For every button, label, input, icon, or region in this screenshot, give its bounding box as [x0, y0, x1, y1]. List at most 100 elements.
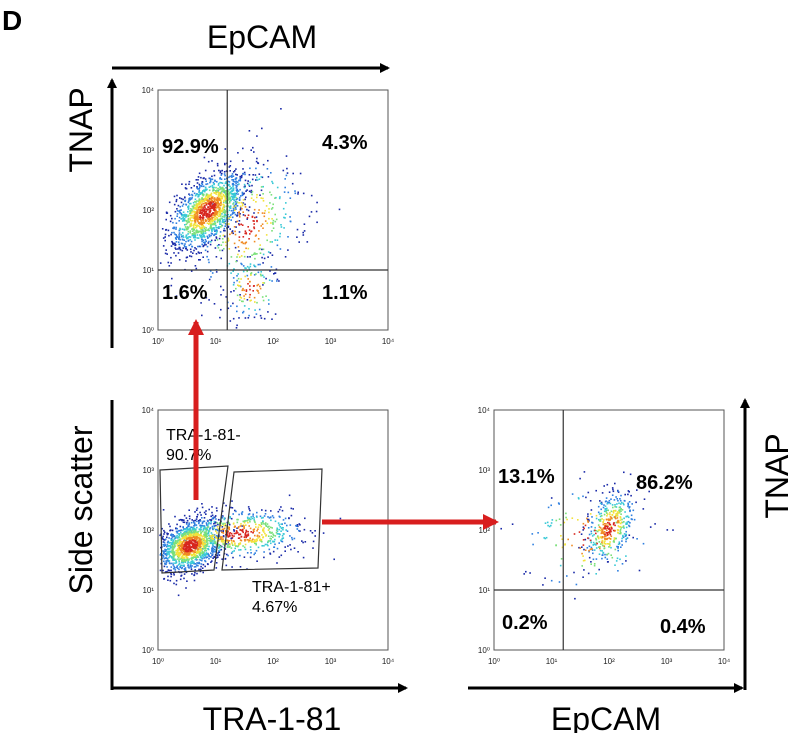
event-dot — [249, 300, 251, 302]
event-dot — [250, 552, 252, 554]
event-dot — [216, 214, 218, 216]
event-dot — [187, 548, 190, 550]
event-dot — [241, 174, 243, 177]
event-dot — [276, 530, 279, 533]
event-dot — [177, 537, 179, 539]
event-dot — [224, 211, 226, 213]
event-dot — [601, 503, 603, 505]
event-dot — [184, 226, 187, 228]
panel3-ylabel: TNAP — [759, 433, 795, 518]
event-dot — [216, 211, 218, 213]
event-dot — [595, 530, 598, 532]
event-dot — [223, 539, 226, 542]
event-dot — [210, 198, 212, 201]
event-dot — [610, 498, 612, 500]
event-dot — [203, 200, 206, 202]
event-dot — [222, 194, 225, 196]
event-dot — [241, 300, 243, 303]
event-dot — [178, 562, 181, 565]
x-tick-label: 10⁰ — [152, 337, 164, 346]
event-dot — [587, 537, 589, 539]
event-dot — [243, 536, 246, 538]
event-dot — [208, 219, 211, 222]
event-dot — [193, 561, 195, 564]
event-dot — [606, 518, 608, 521]
event-dot — [202, 563, 205, 566]
event-dot — [304, 517, 306, 520]
event-dot — [235, 532, 237, 535]
event-dot — [248, 267, 250, 269]
event-dot — [190, 210, 192, 212]
event-dot — [265, 277, 267, 280]
event-dot — [666, 529, 669, 531]
event-dot — [201, 185, 203, 188]
event-dot — [174, 569, 177, 571]
event-dot — [252, 541, 255, 543]
event-dot — [204, 531, 206, 534]
event-dot — [239, 213, 241, 215]
event-dot — [243, 255, 246, 258]
event-dot — [218, 169, 220, 172]
event-dot — [191, 565, 193, 567]
event-dot — [267, 516, 269, 518]
event-dot — [214, 515, 217, 517]
event-dot — [226, 544, 229, 546]
event-dot — [199, 554, 201, 556]
event-dot — [279, 516, 281, 518]
event-dot — [550, 504, 552, 507]
event-dot — [204, 533, 206, 535]
event-dot — [635, 501, 637, 504]
event-dot — [242, 236, 245, 238]
event-dot — [605, 531, 608, 534]
event-dot — [246, 208, 248, 211]
event-dot — [185, 587, 187, 589]
event-dot — [257, 271, 260, 274]
event-dot — [230, 209, 233, 212]
event-dot — [217, 182, 220, 185]
event-dot — [206, 183, 209, 185]
event-dot — [170, 547, 173, 549]
event-dot — [547, 506, 550, 509]
event-dot — [210, 234, 212, 237]
event-dot — [237, 526, 240, 528]
event-dot — [618, 512, 620, 514]
event-dot — [253, 227, 256, 230]
event-dot — [269, 241, 272, 243]
event-dot — [234, 170, 236, 172]
event-dot — [238, 198, 241, 201]
event-dot — [168, 560, 171, 562]
event-dot — [164, 538, 167, 541]
event-dot — [248, 281, 251, 283]
event-dot — [180, 201, 183, 204]
event-dot — [203, 538, 205, 541]
event-dot — [617, 490, 619, 492]
event-dot — [178, 235, 181, 238]
event-dot — [559, 564, 562, 567]
event-dot — [213, 220, 216, 223]
event-dot — [259, 194, 261, 196]
event-dot — [247, 519, 250, 521]
event-dot — [262, 248, 265, 251]
event-dot — [237, 277, 240, 280]
event-dot — [259, 247, 261, 250]
event-dot — [257, 238, 260, 240]
event-dot — [244, 543, 247, 546]
event-dot — [238, 281, 241, 283]
event-dot — [281, 540, 284, 543]
event-dot — [184, 554, 187, 556]
event-dot — [618, 532, 621, 535]
event-dot — [171, 549, 173, 551]
event-dot — [174, 543, 176, 545]
event-dot — [190, 240, 193, 243]
event-dot — [198, 183, 201, 186]
event-dot — [256, 220, 258, 223]
event-dot — [206, 526, 209, 529]
event-dot — [212, 212, 214, 214]
event-dot — [187, 560, 189, 563]
event-dot — [619, 532, 622, 534]
event-dot — [232, 513, 234, 515]
event-dot — [608, 522, 611, 524]
event-dot — [578, 546, 580, 549]
event-dot — [586, 517, 588, 520]
event-dot — [164, 239, 166, 242]
